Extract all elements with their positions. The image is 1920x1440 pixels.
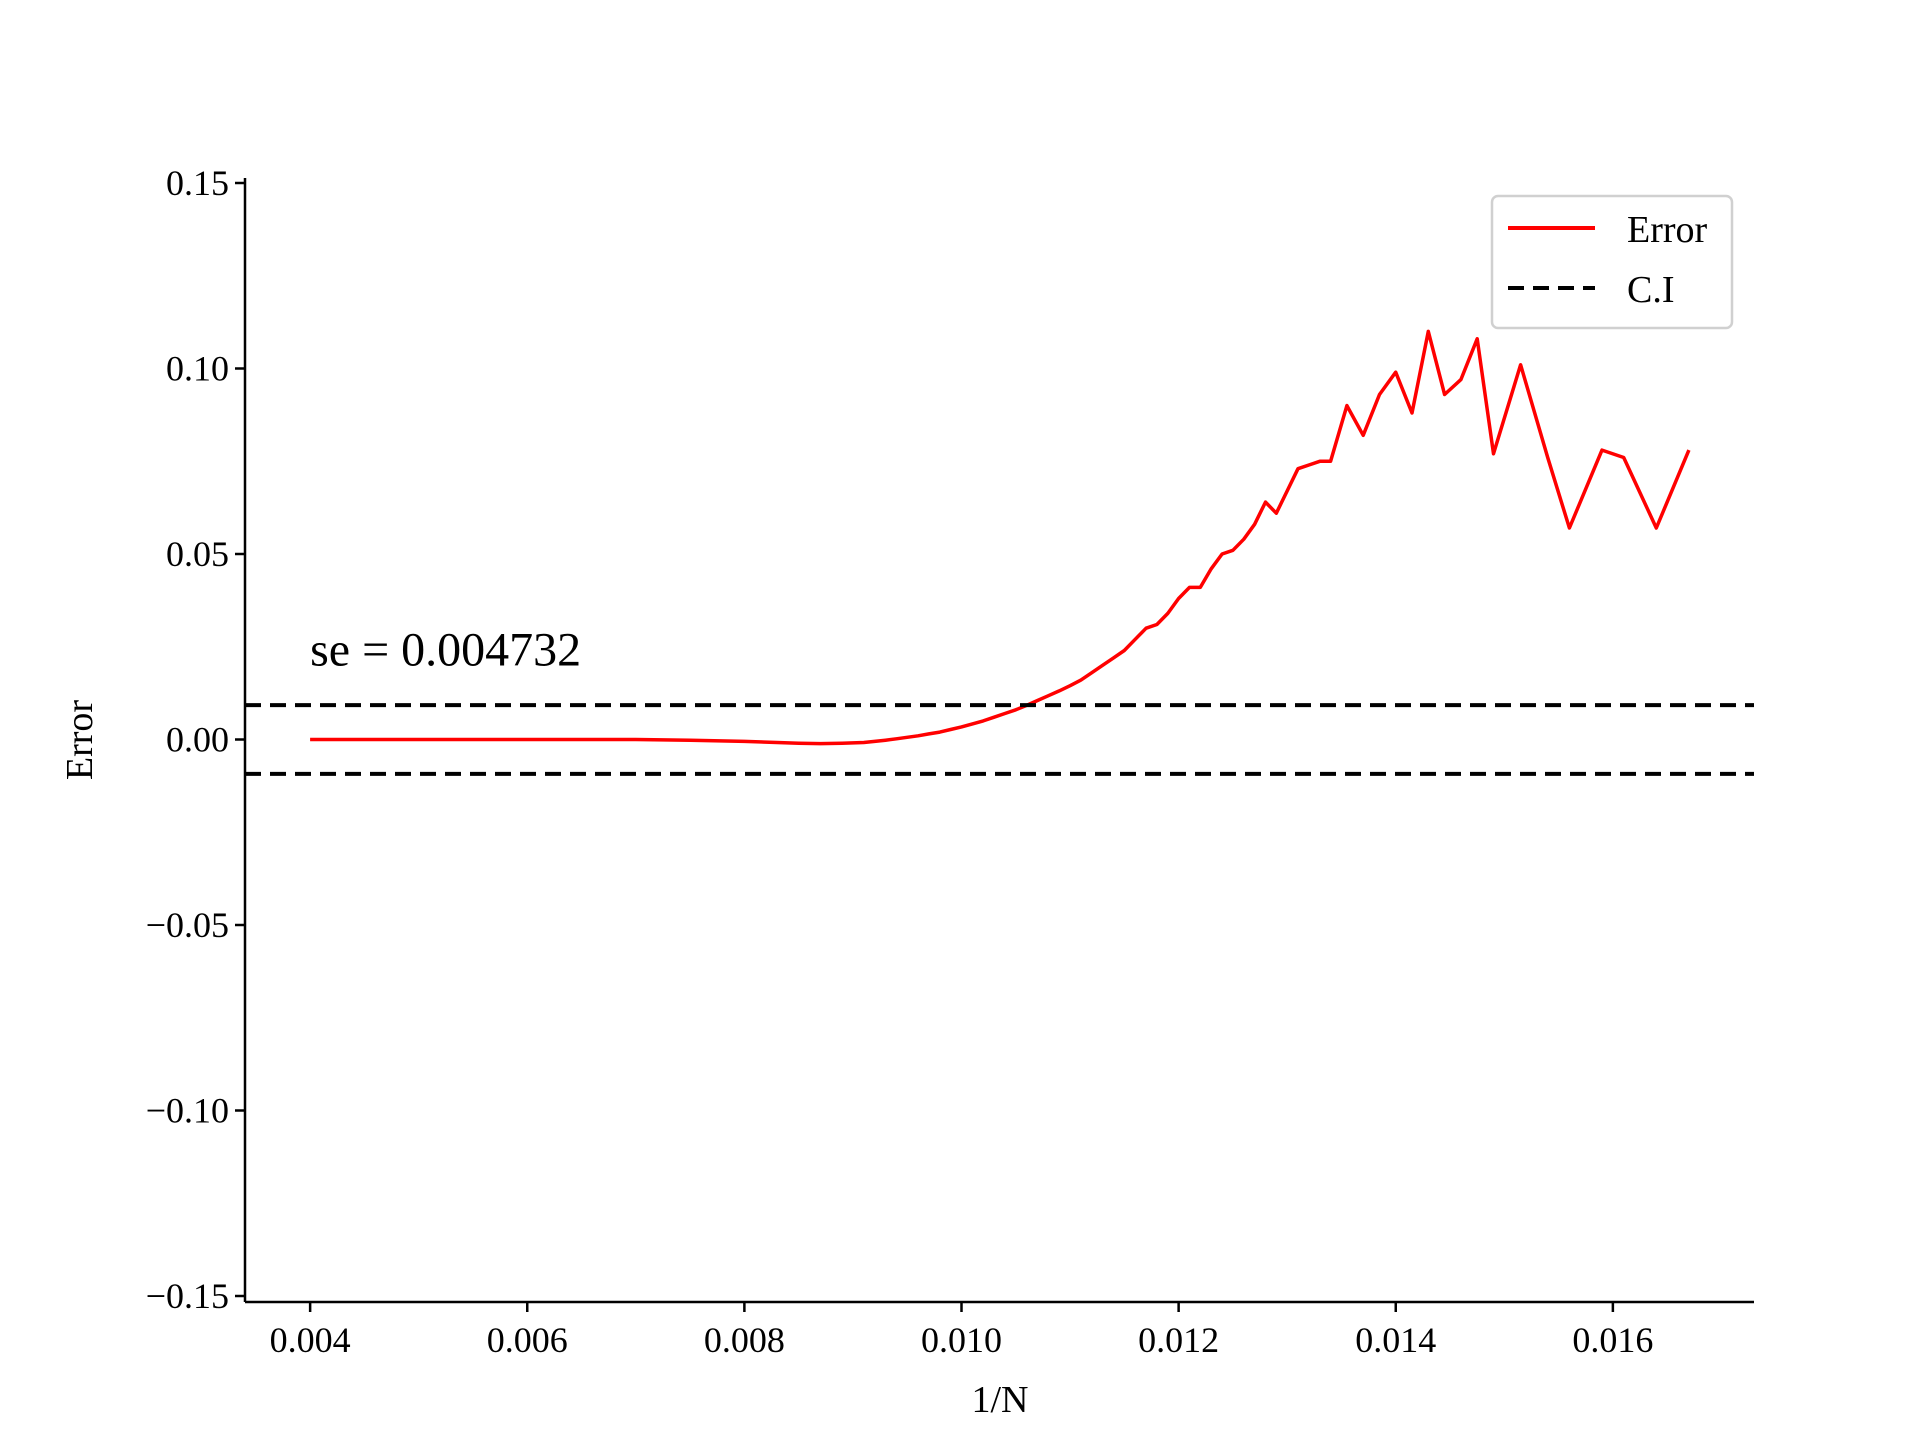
x-tick-label: 0.016 [1572,1320,1653,1360]
y-tick-label: 0.00 [166,720,229,760]
x-tick-label: 0.014 [1355,1320,1436,1360]
y-tick-label: −0.15 [146,1276,229,1316]
x-tick-label: 0.006 [487,1320,568,1360]
y-tick-label: 0.05 [166,534,229,574]
legend: Error C.I [1490,194,1734,330]
x-tick-label: 0.008 [704,1320,785,1360]
axes: 0.004 0.006 0.008 0.010 0.012 0.014 0.016 0.15… [59,163,1754,1421]
x-tick-label: 0.010 [921,1320,1002,1360]
legend-label-error: Error [1627,209,1708,251]
x-axis-label: 1/N [972,1379,1029,1421]
plot-area [245,329,1754,776]
x-tick-label: 0.004 [270,1320,351,1360]
standard-error-annotation: se = 0.004732 [310,623,581,676]
y-tick-label: −0.05 [146,905,229,945]
y-axis-label: Error [59,700,101,781]
legend-label-ci: C.I [1627,269,1675,311]
y-tick-label: 0.10 [166,349,229,389]
y-ticks: 0.15 0.10 0.05 0.00 −0.05 −0.10 −0.15 [146,163,245,1316]
y-tick-label: 0.15 [166,163,229,203]
error-series-line [310,329,1691,746]
x-tick-label: 0.012 [1138,1320,1219,1360]
y-tick-label: −0.10 [146,1091,229,1131]
x-ticks: 0.004 0.006 0.008 0.010 0.012 0.014 0.016 [270,1302,1653,1360]
